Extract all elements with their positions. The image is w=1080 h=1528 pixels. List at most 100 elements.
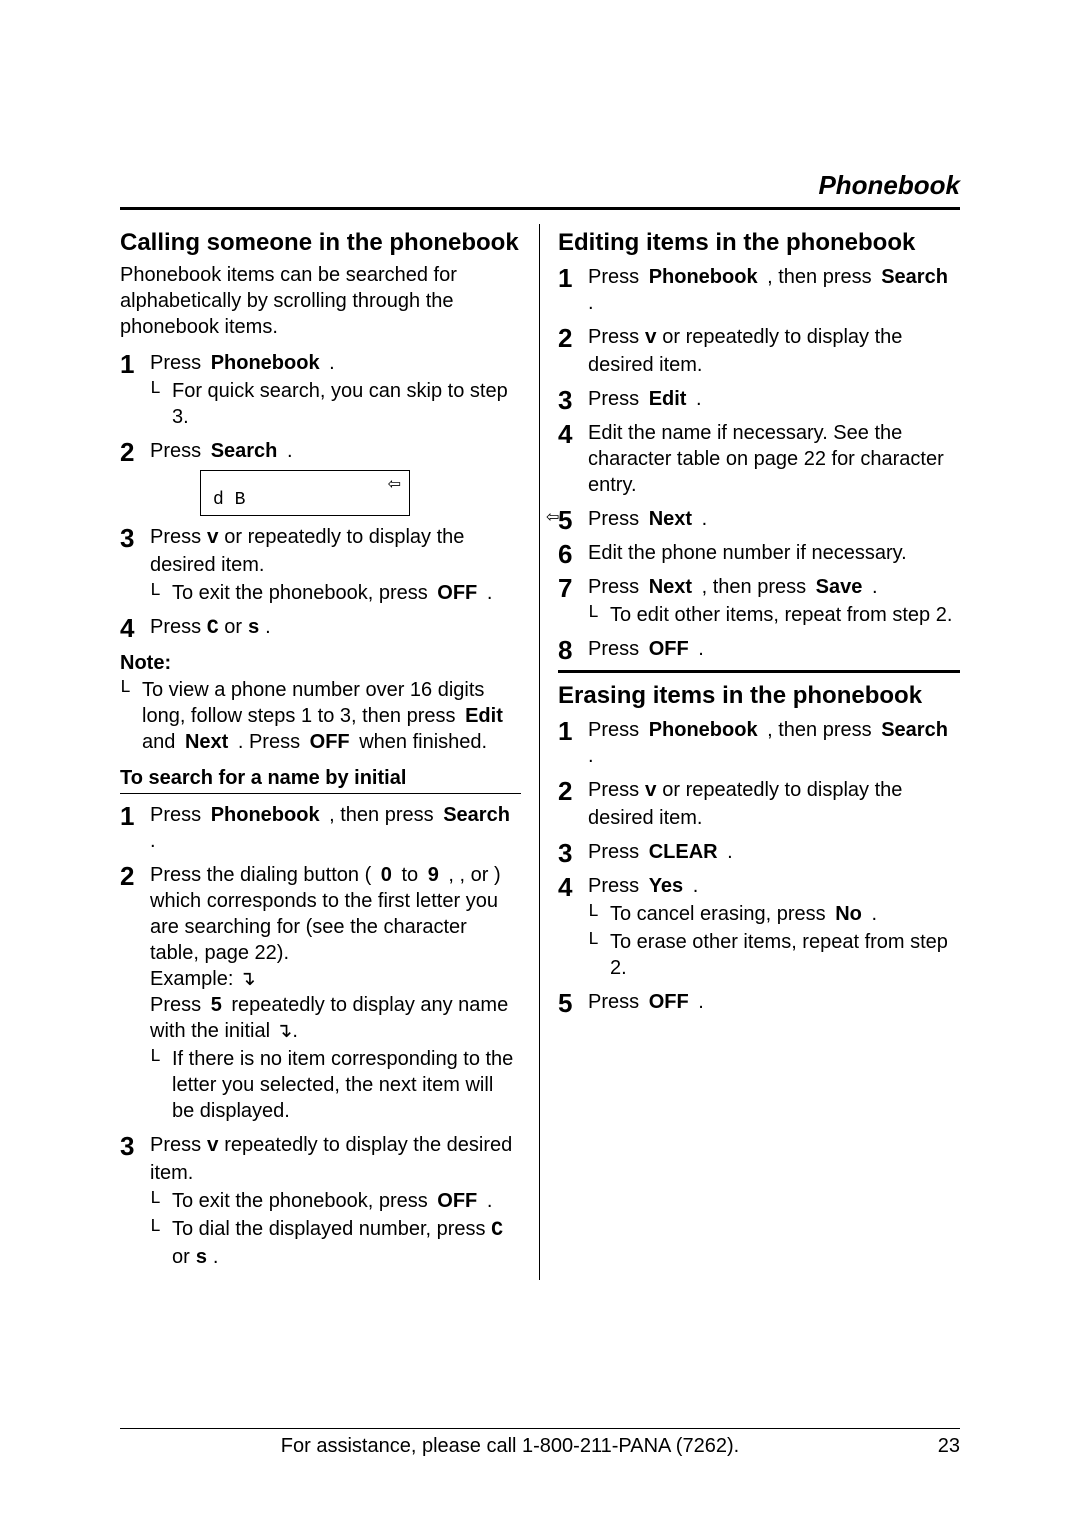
text: . bbox=[722, 841, 733, 863]
next-button: Next bbox=[645, 574, 696, 600]
text: Press bbox=[588, 875, 645, 897]
off-button: OFF bbox=[645, 989, 693, 1015]
save-button: Save bbox=[812, 574, 867, 600]
step-3: Press v or repeatedly to display the des… bbox=[120, 524, 521, 606]
text: and bbox=[142, 731, 181, 753]
step-2: Press v or repeatedly to display the des… bbox=[558, 777, 960, 831]
text: . bbox=[693, 991, 704, 1013]
steps-erasing: Press Phonebook , then press Search . Pr… bbox=[558, 717, 960, 1015]
text: To cancel erasing, press bbox=[610, 903, 831, 925]
step-2: Press v or repeatedly to display the des… bbox=[558, 324, 960, 378]
step-8: Press OFF . bbox=[558, 636, 960, 662]
text: . bbox=[481, 1190, 492, 1212]
text: Press the dialing button ( bbox=[150, 864, 377, 886]
down-key: v bbox=[207, 1135, 219, 1158]
text: , then press bbox=[696, 576, 812, 598]
header-rule bbox=[120, 207, 960, 210]
digit-0-button: 0 bbox=[377, 862, 396, 888]
bullet: To erase other items, repeat from step 2… bbox=[588, 929, 960, 981]
step-4: Edit the name if necessary. See the char… bbox=[558, 420, 960, 498]
bullets: If there is no item corresponding to the… bbox=[150, 1046, 521, 1124]
phonebook-button: Phonebook bbox=[645, 717, 762, 743]
bullets: For quick search, you can skip to step 3… bbox=[150, 378, 521, 430]
bullet: To cancel erasing, press No . bbox=[588, 901, 960, 927]
bullet: To edit other items, repeat from step 2. bbox=[588, 602, 960, 628]
bullets: To exit the phonebook, press OFF . bbox=[150, 580, 521, 606]
text: . bbox=[281, 440, 292, 462]
text: Press bbox=[588, 841, 645, 863]
page-category: Phonebook bbox=[120, 170, 960, 201]
subhead-search-by-initial: To search for a name by initial bbox=[120, 767, 521, 794]
step-5: ⇦ Press Next . bbox=[558, 506, 960, 532]
step-4: Press Yes . To cancel erasing, press No … bbox=[558, 873, 960, 981]
left-column: Calling someone in the phonebook Phonebo… bbox=[120, 224, 540, 1280]
step-6: Edit the phone number if necessary. bbox=[558, 540, 960, 566]
phonebook-button: Phonebook bbox=[207, 802, 324, 828]
text: when finished. bbox=[354, 731, 487, 753]
off-button: OFF bbox=[306, 729, 354, 755]
intro-calling: Phonebook items can be searched for alph… bbox=[120, 262, 521, 340]
text: . bbox=[292, 1020, 298, 1042]
next-button: Next bbox=[645, 506, 696, 532]
off-button: OFF bbox=[645, 636, 693, 662]
text: . bbox=[260, 616, 271, 638]
clear-button: CLEAR bbox=[645, 839, 722, 865]
step-3: Press v repeatedly to display the desire… bbox=[120, 1132, 521, 1272]
text: Press bbox=[150, 1134, 207, 1156]
lcd-display: ⇦ d B bbox=[200, 470, 410, 516]
text: Press bbox=[150, 616, 207, 638]
steps-search-initial: Press Phonebook , then press Search . Pr… bbox=[120, 802, 521, 1272]
digit-5-button: 5 bbox=[207, 992, 226, 1018]
text: Edit the phone number if necessary. bbox=[588, 542, 907, 564]
sp-key: s bbox=[195, 1247, 207, 1270]
talk-key: C bbox=[207, 617, 219, 640]
text: Press bbox=[588, 326, 645, 348]
right-column: Editing items in the phonebook Press Pho… bbox=[540, 224, 960, 1280]
text: , then press bbox=[762, 719, 878, 741]
bullet: For quick search, you can skip to step 3… bbox=[150, 378, 521, 430]
text: . bbox=[696, 508, 707, 530]
bullet: If there is no item corresponding to the… bbox=[150, 1046, 521, 1124]
section-title-editing: Editing items in the phonebook bbox=[558, 228, 960, 258]
text: . bbox=[588, 745, 594, 767]
phonebook-button: Phonebook bbox=[207, 350, 324, 376]
step-7: Press Next , then press Save . To edit o… bbox=[558, 574, 960, 628]
step-1: Press Phonebook , then press Search . bbox=[558, 717, 960, 769]
initial-value: ↴ bbox=[276, 1020, 293, 1042]
footer-text: For assistance, please call 1-800-211-PA… bbox=[120, 1435, 900, 1458]
text: . Press bbox=[232, 731, 305, 753]
phonebook-button: Phonebook bbox=[645, 264, 762, 290]
anchor-icon: ⇦ bbox=[546, 508, 559, 529]
text: . bbox=[150, 830, 156, 852]
text: . bbox=[866, 576, 877, 598]
bullets: To exit the phonebook, press OFF . To di… bbox=[150, 1188, 521, 1272]
next-button: Next bbox=[181, 729, 232, 755]
text: Press bbox=[588, 576, 645, 598]
bullet: To exit the phonebook, press OFF . bbox=[150, 1188, 521, 1214]
text: . bbox=[687, 875, 698, 897]
text: . bbox=[324, 352, 335, 374]
text: , then press bbox=[324, 804, 440, 826]
bullet: To dial the displayed number, press C or… bbox=[150, 1216, 521, 1272]
step-1: Press Phonebook , then press Search . bbox=[120, 802, 521, 854]
digit-9-button: 9 bbox=[424, 862, 443, 888]
text: . bbox=[866, 903, 877, 925]
down-key: v bbox=[645, 327, 657, 350]
step-1: Press Phonebook . For quick search, you … bbox=[120, 350, 521, 430]
down-key: v bbox=[645, 780, 657, 803]
sp-key: s bbox=[248, 617, 260, 640]
off-button: OFF bbox=[433, 1188, 481, 1214]
talk-key: C bbox=[491, 1219, 503, 1242]
text: Press bbox=[588, 779, 645, 801]
bullets: To edit other items, repeat from step 2. bbox=[588, 602, 960, 628]
note-item: To view a phone number over 16 digits lo… bbox=[120, 677, 521, 755]
note-bullets: To view a phone number over 16 digits lo… bbox=[120, 677, 521, 755]
step-2: Press Search . ⇦ d B bbox=[120, 438, 521, 516]
bullet: To exit the phonebook, press OFF . bbox=[150, 580, 521, 606]
step-4: Press C or s . bbox=[120, 614, 521, 642]
text: Press bbox=[588, 508, 645, 530]
text: Press bbox=[150, 526, 207, 548]
step-1: Press Phonebook , then press Search . bbox=[558, 264, 960, 316]
text: or bbox=[172, 1246, 195, 1268]
search-button: Search bbox=[439, 802, 514, 828]
